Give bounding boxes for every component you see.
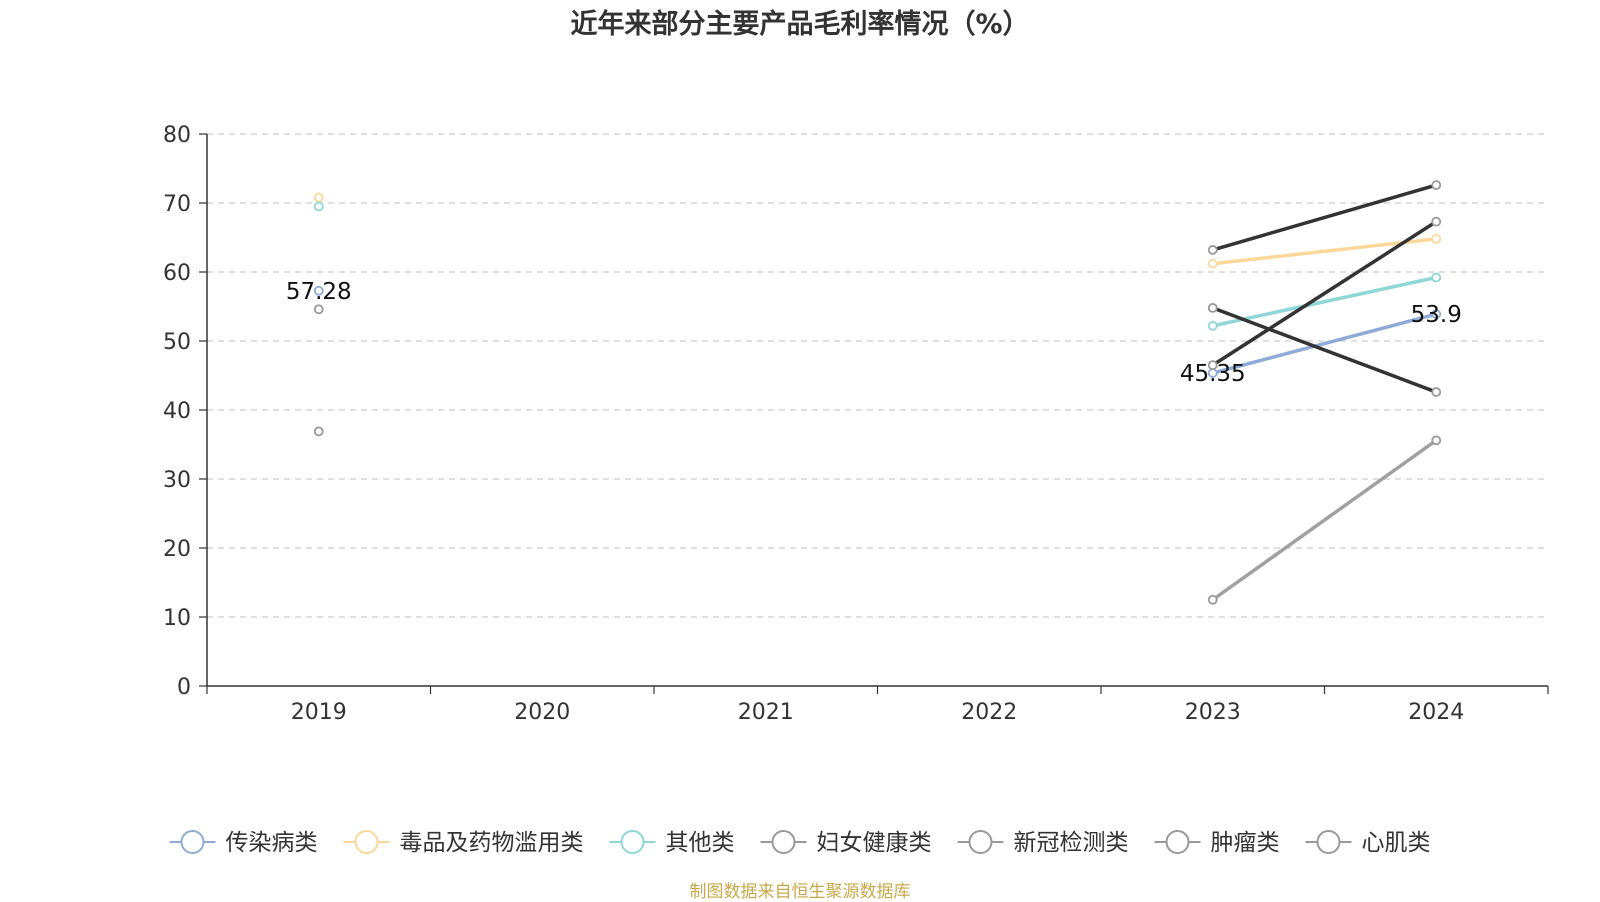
series-point-3 xyxy=(313,304,324,315)
legend-circle-icon xyxy=(1165,830,1190,854)
series-line-4 xyxy=(1211,306,1438,394)
series-point-3 xyxy=(1431,435,1442,446)
series-point-1 xyxy=(313,192,324,203)
legend-label: 心肌类 xyxy=(1362,830,1431,856)
x-tick-label: 2019 xyxy=(291,700,347,725)
legend-circle-icon xyxy=(180,830,205,854)
legend[interactable]: 传染病类 毒品及药物滥用类 其他类 妇女健康类 新冠检测类 肿瘤类 心肌类 xyxy=(169,830,1431,856)
legend-item-6[interactable]: 心肌类 xyxy=(1305,830,1431,856)
series-point-6 xyxy=(1431,180,1442,190)
legend-circle-icon xyxy=(620,830,645,854)
series-point-2 xyxy=(313,201,324,212)
x-tick-label: 2024 xyxy=(1408,700,1464,725)
legend-item-5[interactable]: 肿瘤类 xyxy=(1154,830,1280,856)
legend-item-2[interactable]: 其他类 xyxy=(609,830,735,856)
legend-label: 传染病类 xyxy=(226,830,318,856)
x-tick-label: 2020 xyxy=(514,700,570,725)
source-note: 制图数据来自恒生聚源数据库 xyxy=(689,882,911,902)
legend-label: 新冠检测类 xyxy=(1014,830,1129,856)
series-point-5 xyxy=(1431,216,1442,227)
series-point-2 xyxy=(1431,272,1442,283)
data-label: 57.28 xyxy=(286,279,352,305)
series-line-1 xyxy=(1211,237,1438,266)
y-tick-label: 60 xyxy=(163,261,191,286)
data-label: 53.9 xyxy=(1411,302,1462,328)
grid-lines xyxy=(207,133,1548,618)
legend-circle-icon xyxy=(1316,830,1341,854)
chart-title: 近年来部分主要产品毛利率情况（%） xyxy=(570,9,1030,40)
legend-item-4[interactable]: 新冠检测类 xyxy=(957,830,1129,856)
series-point-3 xyxy=(1207,594,1218,605)
y-tick-label: 0 xyxy=(177,675,191,700)
series-line-3 xyxy=(1211,438,1438,602)
legend-label: 其他类 xyxy=(666,830,735,856)
series-point-5 xyxy=(1207,360,1218,371)
y-tick-label: 70 xyxy=(163,192,191,217)
y-tick-label: 40 xyxy=(163,399,191,424)
legend-label: 妇女健康类 xyxy=(817,830,932,856)
series-point-4 xyxy=(1207,302,1218,313)
series-points xyxy=(313,180,1442,605)
series-line-0 xyxy=(1211,312,1438,375)
legend-item-1[interactable]: 毒品及药物滥用类 xyxy=(343,830,584,856)
series-point-6 xyxy=(1207,245,1218,255)
x-tick-label: 2023 xyxy=(1185,700,1241,725)
data-label: 45.35 xyxy=(1180,361,1246,387)
axes: 0 10 20 30 40 50 60 70 80 2019 2020 2021 2022 2023 202… xyxy=(163,123,1549,725)
series-point-1 xyxy=(1431,233,1442,244)
legend-circle-icon xyxy=(968,830,993,854)
series-point-1 xyxy=(1207,258,1218,269)
series-line-5 xyxy=(1211,219,1438,367)
x-tick-label: 2021 xyxy=(738,700,794,725)
series-point-4 xyxy=(1431,387,1442,397)
series-line-6 xyxy=(1211,183,1438,252)
series-point-0 xyxy=(1431,309,1442,319)
legend-label: 肿瘤类 xyxy=(1211,830,1280,856)
series-point-4 xyxy=(313,426,324,437)
series-lines xyxy=(1211,183,1438,602)
series-point-0 xyxy=(313,285,324,296)
y-tick-label: 30 xyxy=(163,468,191,493)
y-tick-label: 20 xyxy=(163,537,191,562)
legend-item-0[interactable]: 传染病类 xyxy=(169,830,318,856)
data-labels: 57.28 45.35 53.9 xyxy=(286,279,1462,387)
series-point-2 xyxy=(1207,320,1218,331)
legend-circle-icon xyxy=(354,830,379,854)
legend-label: 毒品及药物滥用类 xyxy=(400,830,584,856)
legend-item-3[interactable]: 妇女健康类 xyxy=(760,830,932,856)
y-tick-label: 50 xyxy=(163,330,191,355)
series-line-2 xyxy=(1211,275,1438,328)
x-tick-label: 2022 xyxy=(961,700,1017,725)
legend-circle-icon xyxy=(771,830,796,854)
y-tick-label: 80 xyxy=(163,123,191,148)
y-tick-label: 10 xyxy=(163,606,191,631)
